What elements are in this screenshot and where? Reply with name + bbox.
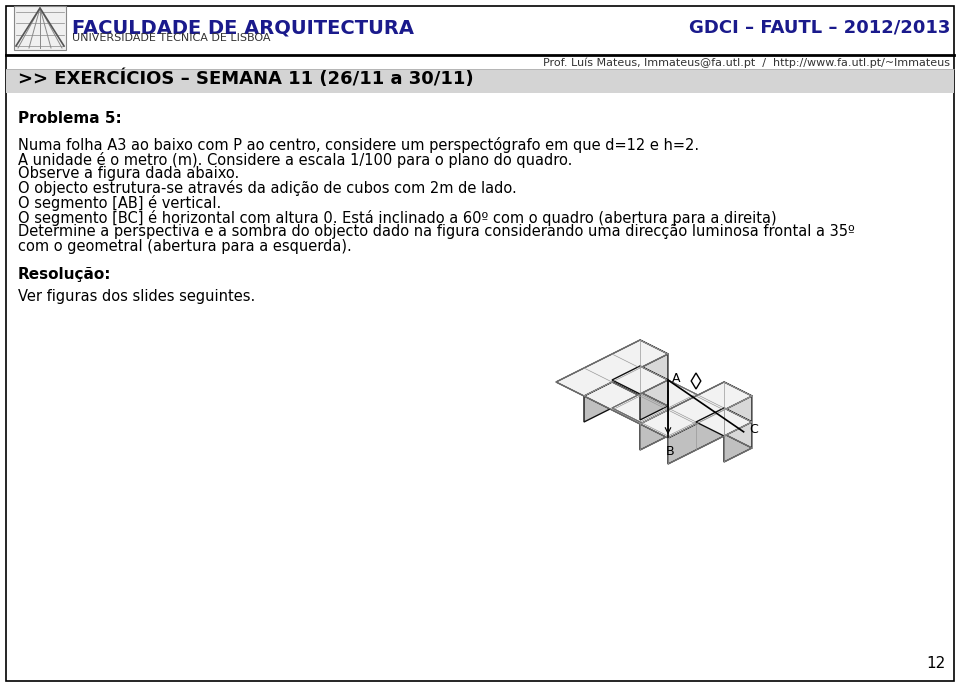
Text: Ver figuras dos slides seguintes.: Ver figuras dos slides seguintes. — [18, 289, 255, 304]
Text: C: C — [750, 423, 758, 436]
Text: Resolução:: Resolução: — [18, 267, 111, 282]
Polygon shape — [724, 408, 752, 448]
Polygon shape — [612, 382, 668, 436]
Bar — [14, 6, 66, 50]
Polygon shape — [584, 382, 668, 424]
Polygon shape — [640, 410, 668, 450]
Polygon shape — [640, 340, 668, 380]
Text: Problema 5:: Problema 5: — [18, 111, 122, 126]
Text: FACULDADE DE ARQUITECTURA: FACULDADE DE ARQUITECTURA — [72, 18, 414, 37]
Text: A: A — [672, 372, 681, 385]
Polygon shape — [668, 396, 752, 464]
Polygon shape — [640, 382, 752, 438]
Text: Prof. Luís Mateus, lmmateus@fa.utl.pt  /  http://www.fa.utl.pt/~lmmateus: Prof. Luís Mateus, lmmateus@fa.utl.pt / … — [543, 58, 950, 69]
Polygon shape — [691, 373, 701, 389]
Text: >> EXERCÍCIOS – SEMANA 11 (26/11 a 30/11): >> EXERCÍCIOS – SEMANA 11 (26/11 a 30/11… — [18, 70, 473, 88]
Bar — [6, 69, 954, 93]
Text: A unidade é o metro (m). Considere a escala 1/100 para o plano do quadro.: A unidade é o metro (m). Considere a esc… — [18, 152, 572, 168]
Text: B: B — [665, 445, 674, 458]
Polygon shape — [584, 354, 668, 422]
Polygon shape — [640, 366, 668, 406]
Polygon shape — [556, 340, 668, 396]
Polygon shape — [724, 382, 752, 422]
Polygon shape — [724, 422, 752, 462]
Polygon shape — [696, 408, 752, 436]
Polygon shape — [612, 366, 668, 394]
Text: Determine a perspectiva e a sombra do objecto dado na figura considerando uma di: Determine a perspectiva e a sombra do ob… — [18, 224, 854, 239]
Text: com o geometral (abertura para a esquerda).: com o geometral (abertura para a esquerd… — [18, 238, 351, 254]
Text: GDCI – FAUTL – 2012/2013: GDCI – FAUTL – 2012/2013 — [688, 18, 950, 36]
Polygon shape — [640, 380, 668, 420]
Text: O objecto estrutura-se através da adição de cubos com 2m de lado.: O objecto estrutura-se através da adição… — [18, 181, 516, 196]
Text: UNIVERSIDADE TÉCNICA DE LISBOA: UNIVERSIDADE TÉCNICA DE LISBOA — [72, 33, 271, 43]
Text: 12: 12 — [926, 656, 946, 671]
Text: Observe a figura dada abaixo.: Observe a figura dada abaixo. — [18, 166, 239, 181]
Text: O segmento [AB] é vertical.: O segmento [AB] é vertical. — [18, 195, 221, 211]
Text: Numa folha A3 ao baixo com P ao centro, considere um perspectógrafo em que d=12 : Numa folha A3 ao baixo com P ao centro, … — [18, 137, 699, 153]
Text: O segmento [BC] é horizontal com altura 0. Está inclinado a 60º com o quadro (ab: O segmento [BC] é horizontal com altura … — [18, 210, 777, 225]
Polygon shape — [612, 380, 724, 436]
